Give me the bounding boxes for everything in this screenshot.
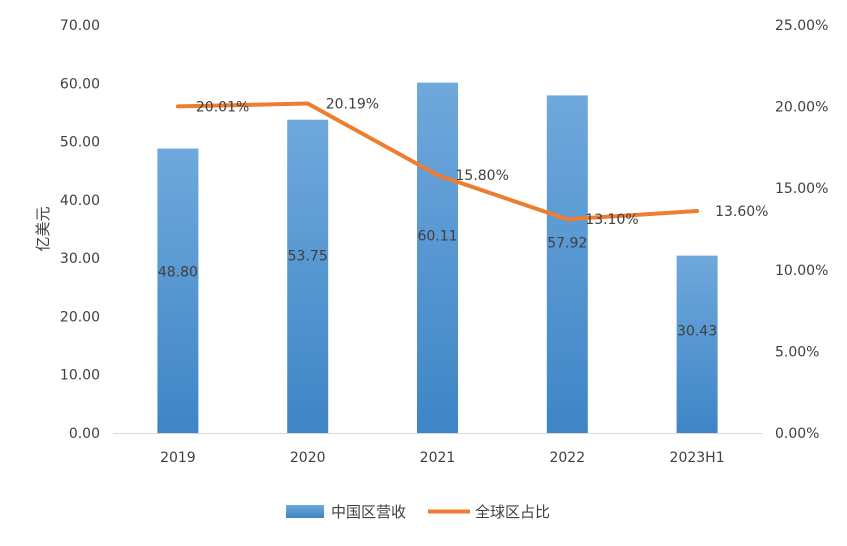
line-data-label: 15.80% xyxy=(456,168,509,184)
legend-swatch-bar xyxy=(286,505,324,518)
x-tick-label: 2021 xyxy=(420,450,456,466)
right-y-tick-label: 15.00% xyxy=(775,181,828,197)
bar-data-label: 53.75 xyxy=(288,249,328,265)
bar-data-label: 48.80 xyxy=(158,265,198,281)
bar xyxy=(287,120,328,433)
legend-label: 全球区占比 xyxy=(475,503,550,521)
line-data-label: 20.01% xyxy=(196,99,249,115)
x-axis: 2019 2020 2021 2022 2023H1 xyxy=(113,434,762,467)
left-y-tick-label: 10.00 xyxy=(60,368,100,384)
line-data-label: 13.60% xyxy=(715,204,768,220)
legend: 中国区营收 全球区占比 xyxy=(286,503,550,521)
bar xyxy=(157,149,198,433)
bar-data-label: 60.11 xyxy=(417,228,457,244)
legend-label: 中国区营收 xyxy=(331,503,406,521)
left-y-tick-label: 40.00 xyxy=(60,193,100,209)
line-data-labels: 20.01% 20.19% 15.80% 13.10% 13.60% xyxy=(196,96,769,228)
left-y-tick-label: 70.00 xyxy=(60,18,100,34)
right-y-tick-label: 5.00% xyxy=(775,344,819,360)
left-y-tick-label: 20.00 xyxy=(60,309,100,325)
right-y-tick-label: 20.00% xyxy=(775,100,828,116)
x-tick-label: 2020 xyxy=(290,450,326,466)
right-y-tick-label: 0.00% xyxy=(775,426,819,442)
y-axis-title: 亿美元 xyxy=(34,206,52,251)
line-data-label: 20.19% xyxy=(326,96,379,112)
bar-data-label: 57.92 xyxy=(547,235,587,251)
right-y-tick-label: 25.00% xyxy=(775,18,828,34)
bar-series xyxy=(157,83,717,433)
right-y-tick-label: 10.00% xyxy=(775,263,828,279)
left-y-tick-label: 0.00 xyxy=(69,426,100,442)
x-tick-label: 2019 xyxy=(160,450,196,466)
x-tick-label: 2022 xyxy=(549,450,585,466)
right-y-axis: 0.00% 5.00% 10.00% 15.00% 20.00% 25.00% xyxy=(775,18,828,442)
bar xyxy=(417,83,458,433)
left-y-tick-label: 50.00 xyxy=(60,135,100,151)
left-y-tick-label: 60.00 xyxy=(60,76,100,92)
line-data-label: 13.10% xyxy=(585,212,638,228)
bar xyxy=(677,256,718,433)
x-tick-label: 2023H1 xyxy=(670,450,725,466)
bar xyxy=(547,95,588,433)
bar-data-label: 30.43 xyxy=(677,323,717,339)
left-y-axis: 0.00 10.00 20.00 30.00 40.00 50.00 60.00 70.00 xyxy=(60,18,100,442)
left-y-tick-label: 30.00 xyxy=(60,251,100,267)
